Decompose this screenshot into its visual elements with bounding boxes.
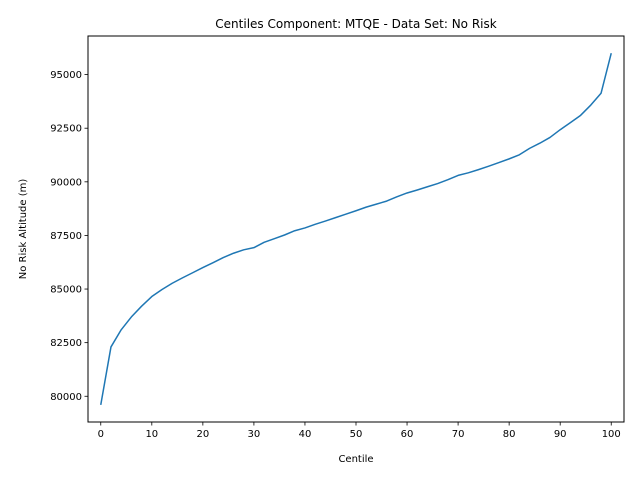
y-tick-label: 92500 — [50, 124, 82, 135]
x-tick-label: 90 — [554, 429, 567, 440]
y-tick-label: 87500 — [50, 231, 82, 242]
x-tick-label: 70 — [452, 429, 465, 440]
x-tick-label: 0 — [98, 429, 104, 440]
y-tick-label: 82500 — [50, 338, 82, 349]
chart-title: Centiles Component: MTQE - Data Set: No … — [215, 17, 496, 31]
x-axis-label: Centile — [338, 454, 373, 465]
series-line-0 — [100, 52, 612, 405]
x-tick-label: 30 — [248, 429, 261, 440]
y-tick-label: 80000 — [50, 392, 82, 403]
y-tick-label: 85000 — [50, 285, 82, 296]
x-tick-label: 40 — [299, 429, 312, 440]
x-tick-label: 20 — [196, 429, 209, 440]
x-tick-label: 80 — [503, 429, 516, 440]
x-tick-label: 10 — [145, 429, 158, 440]
y-tick-label: 95000 — [50, 70, 82, 81]
x-tick-label: 50 — [350, 429, 363, 440]
y-axis-label: No Risk Altitude (m) — [18, 179, 29, 280]
x-tick-label: 60 — [401, 429, 414, 440]
plot-area: 0 10 20 30 40 50 60 70 80 90 100 80000 82500 85000 875… — [50, 35, 625, 440]
x-tick-label: 100 — [602, 429, 621, 440]
y-tick-label: 90000 — [50, 177, 82, 188]
